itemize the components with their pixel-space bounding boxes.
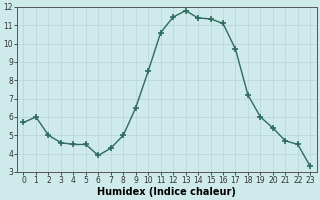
X-axis label: Humidex (Indice chaleur): Humidex (Indice chaleur) — [98, 187, 236, 197]
